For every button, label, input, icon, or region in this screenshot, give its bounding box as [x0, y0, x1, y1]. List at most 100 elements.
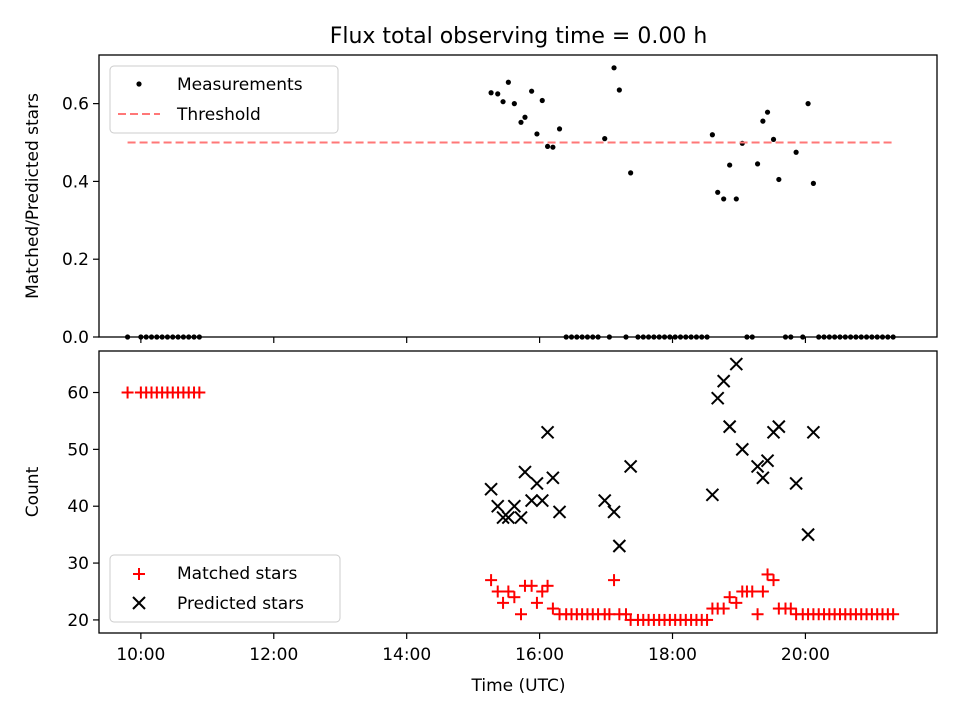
- matched-stars-point: [751, 608, 764, 621]
- measurements-point: [721, 196, 727, 202]
- predicted-stars-point: [750, 459, 765, 474]
- predicted-stars-point: [535, 493, 549, 508]
- matched-stars-point: [508, 591, 521, 604]
- measurements-point: [760, 118, 766, 124]
- matched-stars-point: [887, 608, 900, 621]
- predicted-stars-point: [612, 539, 627, 553]
- matched-stars-point: [608, 574, 621, 587]
- predicted-stars-point: [705, 488, 720, 502]
- bottom-legend-box: [109, 554, 341, 623]
- bottom-x-tick-label: 20:00: [781, 645, 830, 665]
- bottom-y-ticks: 20 30 40 50 60: [67, 384, 99, 631]
- top-y-ticks: 0.0 0.2 0.4 0.6: [62, 95, 99, 348]
- bottom-x-tick-label: 12:00: [249, 645, 298, 665]
- predicted-stars-point: [772, 419, 786, 434]
- measurements-point: [733, 196, 739, 202]
- matched-stars-point: [536, 585, 549, 598]
- matched-stars-point: [485, 574, 498, 587]
- matched-stars-point: [717, 602, 730, 615]
- bottom-x-tick-label: 14:00: [382, 645, 431, 665]
- top-axes-frame: [98, 54, 938, 338]
- x-axis-label: Time (UTC): [471, 676, 566, 696]
- predicted-stars-point: [491, 499, 505, 513]
- predicted-stars-point: [710, 391, 725, 405]
- measurements-point: [616, 87, 622, 93]
- figure-title: Flux total observing time = 0.00 h: [330, 24, 708, 49]
- matched-stars-point: [546, 602, 559, 615]
- predicted-stars-point: [623, 459, 638, 474]
- predicted-stars-point: [530, 476, 544, 491]
- top-y-tick-label: 0.4: [62, 172, 89, 192]
- measurements-point: [793, 149, 799, 155]
- top-panel: 0.0 0.2 0.4 0.6 Matched/Predicted stars Mea…: [23, 54, 938, 348]
- measurements-point: [488, 90, 494, 96]
- bottom-y-tick-label: 40: [67, 497, 89, 517]
- bottom-y-tick-label: 50: [67, 440, 89, 460]
- bottom-plot-area: [121, 357, 900, 626]
- legend-matched-stars-label: Matched stars: [177, 564, 297, 584]
- measurements-point: [727, 162, 733, 168]
- matched-stars-point: [514, 608, 527, 621]
- top-x-ticks: [140, 337, 807, 343]
- legend-matched-stars-marker: [133, 568, 145, 580]
- measurements-point: [511, 101, 517, 107]
- predicted-stars-point: [735, 442, 749, 457]
- matched-stars-point: [730, 596, 743, 609]
- measurements-point: [500, 99, 506, 105]
- measurements-point: [522, 114, 528, 120]
- bottom-y-tick-label: 30: [67, 554, 89, 574]
- matched-stars-point: [723, 591, 736, 604]
- predicted-stars-point: [501, 510, 516, 525]
- measurements-point: [764, 109, 771, 115]
- matched-stars-point: [541, 579, 554, 592]
- top-y-tick-label: 0.0: [62, 328, 89, 348]
- predicted-stars-point: [806, 425, 821, 440]
- matched-stars-point: [784, 602, 797, 615]
- matched-stars-point: [756, 585, 769, 598]
- matched-stars-point: [761, 568, 774, 581]
- measurements-point: [810, 180, 816, 186]
- matched-stars-point: [530, 596, 543, 609]
- predicted-stars-point: [756, 471, 770, 485]
- measurements-point: [518, 119, 524, 125]
- matched-stars-point: [767, 574, 780, 587]
- predicted-stars-point: [507, 499, 522, 513]
- measurements-point: [776, 176, 782, 183]
- bottom-y-tick-label: 20: [67, 611, 89, 631]
- bottom-x-tick-label: 18:00: [648, 645, 697, 665]
- bottom-panel: 10:00 12:00 14:00 16:00 18:00 20:00 20 30 40 50 6…: [23, 350, 938, 665]
- matched-stars-point: [491, 585, 504, 598]
- predicted-stars-point: [552, 505, 567, 519]
- top-y-tick-label: 0.6: [62, 95, 89, 115]
- predicted-stars-point: [484, 482, 498, 496]
- measurements-point: [495, 91, 501, 97]
- bottom-x-tick-label: 16:00: [515, 645, 564, 665]
- measurements-point: [529, 88, 535, 94]
- predicted-stars-point: [801, 527, 815, 542]
- measurements-point: [715, 189, 721, 195]
- top-y-axis-label: Matched/Predicted stars: [23, 93, 43, 299]
- bottom-axes-frame: [98, 350, 938, 634]
- matched-stars-point: [502, 585, 515, 598]
- measurements-point: [544, 143, 551, 150]
- predicted-stars-point: [496, 510, 510, 525]
- legend-predicted-stars-label: Predicted stars: [177, 594, 304, 614]
- matched-stars-point: [497, 596, 510, 609]
- measurements-point: [556, 126, 563, 132]
- matched-stars-point: [193, 386, 206, 399]
- measurements-point: [628, 170, 634, 176]
- measurements-point: [505, 79, 511, 85]
- measurements-point: [550, 144, 556, 150]
- predicted-stars-point: [760, 454, 775, 468]
- top-legend-box: [109, 65, 339, 134]
- predicted-stars-point: [514, 510, 528, 525]
- matched-stars-point: [121, 386, 134, 399]
- measurements-point: [602, 136, 608, 142]
- matched-stars-point: [525, 579, 538, 592]
- measurements-point: [539, 97, 545, 104]
- predicted-stars-point: [716, 374, 731, 388]
- predicted-stars-point: [540, 425, 555, 440]
- predicted-stars-point: [789, 476, 803, 491]
